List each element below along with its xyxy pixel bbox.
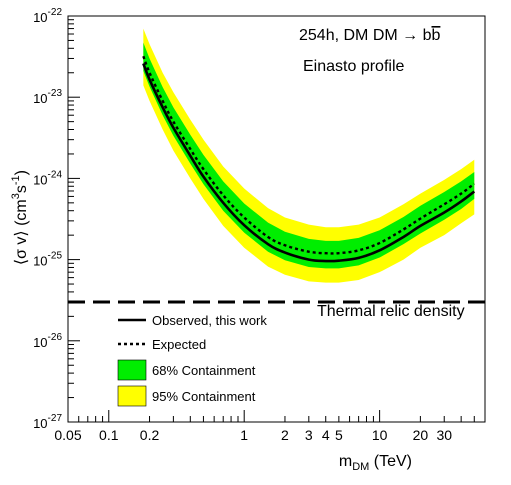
legend-label: Expected [152, 337, 206, 352]
x-tick-label: 0.05 [54, 427, 81, 443]
y-tick-base: 10 [33, 91, 47, 106]
legend: Observed, this work Expected 68% Containme… [117, 313, 267, 407]
band-68-containment [143, 42, 475, 269]
y-tick-exponent: -27 [48, 413, 63, 424]
y-tick-label: 10-24 [33, 169, 62, 187]
x-axis-label: mDM (TeV) [339, 453, 412, 473]
y-tick-base: 10 [33, 10, 47, 25]
x-tick-label: 2 [281, 427, 289, 443]
x-axis-label-unit: (TeV) [369, 453, 412, 470]
x-tick-label: 0.1 [99, 427, 119, 443]
axes: 0.05 0.1 0.2 1 2 3 4 5 10 20 3010-2210-2310-2410-2… [10, 7, 486, 473]
annotations: 254h, DM DM → bb Einasto profile Thermal r… [299, 27, 465, 320]
y-tick-base: 10 [33, 254, 47, 269]
x-tick-label: 20 [413, 427, 429, 443]
y-tick-exponent: -22 [48, 7, 63, 18]
x-tick-label: 10 [372, 427, 388, 443]
y-tick-exponent: -24 [48, 169, 63, 180]
legend-label: 95% Containment [152, 389, 256, 404]
band-95-containment [143, 28, 475, 283]
y-axis-label-sup2: -1 [10, 175, 22, 185]
x-axis-label-base: m [339, 453, 352, 470]
y-tick-label: 10-22 [33, 7, 62, 25]
y-axis-label-pre: ⟨σ v⟩ (cm [13, 199, 30, 265]
legend-swatch-68 [117, 359, 147, 381]
legend-label: Observed, this work [152, 313, 267, 328]
x-tick-label: 30 [436, 427, 452, 443]
y-tick-label: 10-27 [33, 413, 62, 431]
y-tick-base: 10 [33, 416, 47, 431]
annotation-channel: 254h, DM DM → bb [299, 27, 440, 44]
x-tick-label: 3 [305, 427, 313, 443]
legend-label: 68% Containment [152, 363, 256, 378]
y-tick-exponent: -23 [48, 88, 63, 99]
y-tick-label: 10-25 [33, 251, 62, 269]
x-tick-label: 4 [322, 427, 330, 443]
plot-area [68, 28, 485, 304]
x-tick-label: 0.2 [140, 427, 160, 443]
x-axis-label-sub: DM [352, 461, 369, 473]
thermal-relic-label: Thermal relic density [317, 303, 465, 320]
y-axis-label-mid: s [13, 185, 30, 193]
x-tick-label: 5 [335, 427, 343, 443]
legend-swatch-95 [117, 385, 147, 407]
observed-line [142, 63, 476, 263]
y-tick-label: 10-26 [33, 332, 62, 350]
y-tick-exponent: -25 [48, 251, 63, 262]
y-tick-base: 10 [33, 335, 47, 350]
y-tick-base: 10 [33, 172, 47, 187]
expected-line [142, 55, 476, 255]
plot-frame [67, 15, 486, 423]
y-tick-label: 10-23 [33, 88, 62, 106]
annotation-bbar: b [431, 27, 440, 44]
annotation-channel-text: 254h, DM DM → b [299, 27, 432, 44]
y-axis-label-sup1: 3 [10, 193, 22, 199]
y-axis-label: ⟨σ v⟩ (cm3s-1) [10, 170, 30, 265]
y-tick-exponent: -26 [48, 332, 63, 343]
x-tick-label: 1 [240, 427, 248, 443]
annotation-profile: Einasto profile [303, 58, 404, 75]
y-axis-label-post: ) [13, 170, 30, 175]
